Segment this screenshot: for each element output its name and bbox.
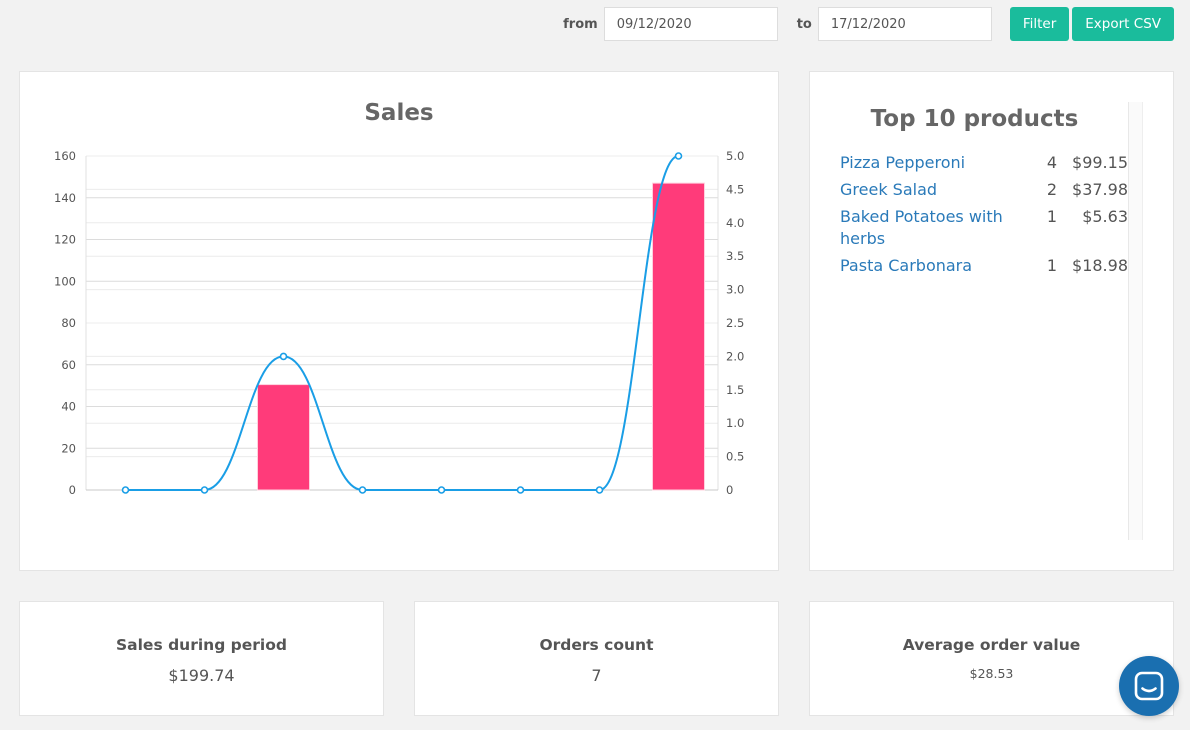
product-row: Baked Potatoes with herbs 1 $5.63 (840, 206, 1128, 250)
orders-point (674, 152, 683, 160)
average-order-card: Average order value $28.53 (809, 601, 1174, 716)
y-tick-label-right: 5.0 (726, 149, 744, 163)
sales-bar (652, 183, 705, 490)
y-tick-label-right: 4.5 (726, 182, 744, 196)
y-tick-label-left: 20 (61, 441, 76, 455)
product-name-link[interactable]: Greek Salad (840, 180, 938, 199)
filter-button[interactable]: Filter (1009, 7, 1070, 41)
orders-count-card: Orders count 7 (414, 601, 779, 716)
y-tick-label-right: 1.0 (726, 416, 744, 430)
y-tick-label-right: 4.0 (726, 216, 744, 230)
orders-point (279, 352, 288, 361)
orders-count-label: Orders count (539, 636, 654, 654)
y-tick-label-right: 2.0 (726, 349, 744, 363)
product-price: $99.15 (1072, 153, 1128, 172)
y-tick-label-right: 3.0 (726, 283, 744, 297)
from-date-input[interactable] (603, 7, 778, 41)
to-label: to (796, 16, 812, 32)
sales-bar-edge (652, 182, 705, 491)
y-tick-label-left: 100 (54, 274, 76, 288)
product-price: $37.98 (1072, 180, 1128, 199)
average-order-label: Average order value (902, 636, 1081, 654)
sales-chart: 0 20 40 60 80 100 120 140 160 0 0.5 1.0 1.5 2.0 2.5 3.0… (54, 149, 744, 497)
orders-point (358, 486, 367, 494)
chat-launcher-button[interactable] (1119, 656, 1179, 716)
product-row: Greek Salad 2 $37.98 (840, 179, 1128, 201)
y-tick-label-right: 1.5 (726, 383, 744, 397)
product-row: Pizza Pepperoni 4 $99.15 (840, 152, 1128, 174)
sales-bar-edge (257, 384, 310, 491)
sales-chart-card: Sales 0 20 40 60 80 100 120 140 160 0 0.5 1.0 1.5 2.0… (19, 71, 779, 571)
orders-point (437, 486, 446, 494)
orders-count-value: 7 (591, 666, 602, 685)
y-tick-label-right: 2.5 (726, 316, 744, 330)
product-qty: 1 (1046, 256, 1057, 275)
y-tick-label-right: 3.5 (726, 249, 744, 263)
average-order-value: $28.53 (969, 666, 1014, 681)
export-csv-button[interactable]: Export CSV (1072, 7, 1174, 41)
product-qty: 4 (1046, 153, 1057, 172)
y-tick-label-left: 80 (61, 316, 76, 330)
y-tick-label-left: 60 (61, 358, 76, 372)
top-products-scrollbar[interactable] (1128, 102, 1143, 540)
product-name-link[interactable]: Pasta Carbonara (840, 256, 973, 275)
product-qty: 2 (1046, 180, 1057, 199)
sales-period-value: $199.74 (168, 666, 235, 685)
product-qty: 1 (1046, 207, 1057, 226)
orders-point (200, 486, 209, 494)
product-price: $18.98 (1072, 256, 1128, 275)
y-tick-label-left: 0 (69, 483, 76, 497)
sales-period-label: Sales during period (116, 636, 287, 654)
orders-point (121, 486, 130, 494)
sales-chart-title: Sales (364, 100, 434, 126)
top-products-list: Pizza Pepperoni 4 $99.15 Greek Salad 2 $… (840, 152, 1128, 282)
product-price: $5.63 (1082, 207, 1128, 226)
product-row: Pasta Carbonara 1 $18.98 (840, 255, 1128, 277)
orders-line (125, 155, 679, 492)
date-filter-bar: from to Filter Export CSV (563, 7, 1174, 41)
y-tick-label-right: 0 (726, 483, 733, 497)
top-products-title: Top 10 products (870, 106, 1079, 132)
sales-period-card: Sales during period $199.74 (19, 601, 384, 716)
sales-bar (257, 384, 310, 490)
chat-icon (1134, 671, 1164, 701)
product-name-link[interactable]: Pizza Pepperoni (840, 153, 966, 172)
from-label: from (563, 16, 598, 32)
to-date-input[interactable] (817, 7, 992, 41)
y-tick-label-left: 140 (54, 191, 76, 205)
y-tick-label-left: 160 (54, 149, 76, 163)
y-tick-label-left: 40 (61, 400, 76, 414)
y-tick-label-left: 120 (54, 233, 76, 247)
orders-point (595, 486, 604, 494)
orders-point (516, 486, 525, 494)
top-products-card: Top 10 products Pizza Pepperoni 4 $99.15… (809, 71, 1174, 571)
y-tick-label-right: 0.5 (726, 450, 744, 464)
product-name-link[interactable]: Baked Potatoes with herbs (840, 207, 1003, 248)
